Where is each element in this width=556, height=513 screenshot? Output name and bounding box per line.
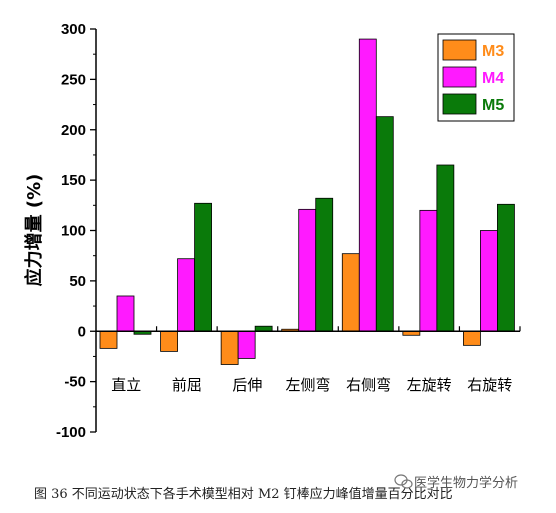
y-ticks: -100 -50 0 50 100 150 200 250 300 [56, 21, 96, 441]
x-tick-label: 后伸 [232, 376, 262, 394]
legend-swatch-m5 [442, 93, 477, 115]
wechat-icon [394, 474, 413, 489]
x-tick-label: 前屈 [172, 376, 202, 394]
y-tick-label: 300 [61, 21, 86, 38]
watermark-text: 医学生物力学分析 [414, 475, 518, 491]
y-tick-label: -100 [56, 424, 86, 441]
bar-m4-6 [419, 209, 438, 332]
bar-m5-6 [436, 164, 455, 332]
x-tick-label: 右侧弯 [346, 376, 391, 394]
legend-label-m5: M5 [482, 97, 504, 114]
legend-label-m4: M4 [482, 70, 504, 87]
bar-m3-1 [99, 330, 118, 349]
bar-m3-2 [160, 330, 178, 352]
y-tick-label: 250 [61, 71, 86, 88]
bar-m4-1 [116, 295, 135, 332]
x-tick-label: 右旋转 [467, 376, 512, 394]
bar-m4-7 [480, 230, 498, 332]
bar-m3-3 [220, 330, 239, 365]
bar-m3-5 [341, 253, 360, 332]
y-tick-label: 50 [69, 273, 86, 290]
y-tick-label: 150 [61, 172, 86, 189]
watermark: 医学生物力学分析 [394, 474, 518, 491]
bar-m5-7 [497, 203, 515, 332]
bar-m5-4 [315, 197, 334, 332]
x-ticks: 直立 前屈 后伸 左侧弯 右侧弯 左旋转 右旋转 [111, 326, 521, 394]
x-tick-label: 左侧弯 [285, 376, 330, 394]
y-tick-label: 0 [78, 323, 86, 340]
bar-m5-5 [375, 116, 394, 332]
bar-m5-3 [254, 325, 273, 332]
legend-label-m3: M3 [482, 43, 504, 60]
bar-m4-2 [177, 258, 195, 332]
legend-swatch-m3 [442, 39, 477, 61]
legend-swatch-m4 [442, 66, 477, 88]
bar-m4-4 [298, 208, 317, 332]
bar-m4-3 [237, 330, 256, 359]
legend: M3 M4 M5 [437, 33, 515, 122]
y-tick-label: 200 [61, 122, 86, 139]
y-tick-label: -50 [64, 374, 86, 391]
x-tick-label: 左旋转 [407, 376, 452, 394]
y-axis-label: 应力增量 (%) [23, 174, 45, 287]
bars-group [99, 38, 515, 365]
x-tick-label: 直立 [111, 376, 141, 394]
y-tick-label: 100 [61, 223, 86, 240]
bar-m3-7 [463, 330, 481, 346]
figure-caption: 图 36 不同运动状态下各手术模型相对 M2 钉棒应力峰值增量百分比对比 [34, 486, 453, 502]
bar-m5-2 [194, 202, 212, 332]
bar-m4-5 [358, 38, 377, 332]
